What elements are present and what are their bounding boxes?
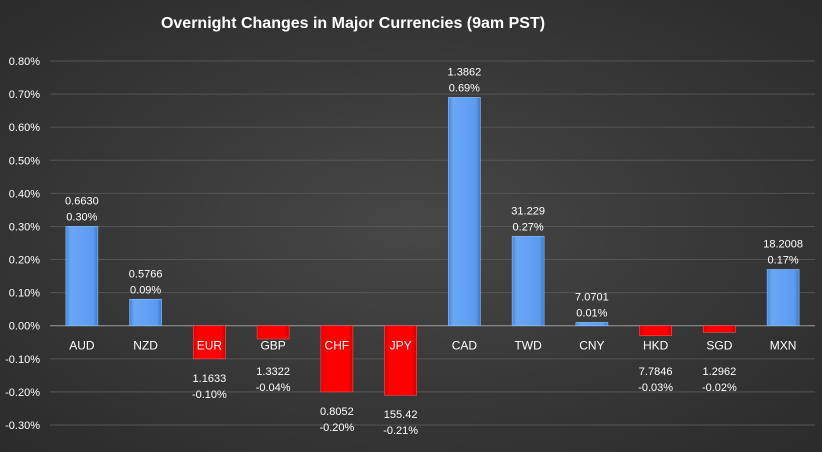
y-tick-label: -0.10% (5, 354, 40, 366)
chart-title: Overnight Changes in Major Currencies (9… (161, 15, 545, 32)
bar-nzd (129, 298, 162, 327)
rate-label: 0.5766 (129, 268, 163, 280)
bar-twd (511, 236, 545, 327)
bar-gbp (256, 325, 290, 340)
pct-label: 0.27% (513, 221, 544, 233)
pct-label: 0.17% (768, 254, 799, 266)
x-tick-label: CAD (452, 339, 478, 353)
y-tick-label: 0.10% (9, 288, 40, 300)
x-tick-label: MXN (770, 339, 797, 353)
pct-label: 0.01% (576, 307, 607, 319)
bar-sgd (703, 325, 736, 333)
y-tick-label: -0.30% (5, 420, 40, 432)
bar-eur (193, 325, 226, 360)
bar-cny (575, 322, 609, 327)
bar-mxn (766, 269, 800, 327)
rate-label: 155.42 (384, 409, 418, 421)
x-tick-label: SGD (706, 339, 732, 353)
pct-label: -0.20% (319, 422, 354, 434)
rate-label: 7.0701 (575, 291, 609, 303)
bar-cad (448, 97, 481, 327)
rate-label: 0.8052 (320, 406, 354, 418)
pct-label: -0.21% (383, 425, 418, 437)
pct-label: -0.04% (256, 382, 291, 394)
y-tick-label: 0.50% (9, 155, 40, 167)
y-tick-label: 0.40% (9, 188, 40, 200)
y-tick-label: 0.80% (9, 56, 40, 68)
x-tick-label: CHF (325, 339, 350, 353)
x-tick-label: JPY (390, 339, 412, 353)
x-tick-label: AUD (69, 339, 95, 353)
x-tick-label: EUR (197, 339, 223, 353)
y-tick-label: -0.20% (5, 387, 40, 399)
rate-label: 1.1633 (193, 373, 227, 385)
pct-label: 0.30% (66, 211, 97, 223)
bar-jpy (384, 325, 417, 396)
bar-aud (65, 226, 99, 327)
pct-label: -0.10% (192, 389, 227, 401)
x-tick-label: TWD (514, 339, 542, 353)
y-tick-label: 0.20% (9, 255, 40, 267)
x-tick-label: GBP (260, 339, 285, 353)
pct-label: 0.69% (449, 82, 480, 94)
x-tick-label: HKD (643, 339, 669, 353)
rate-label: 18.2008 (763, 238, 803, 250)
x-tick-label: CNY (579, 339, 604, 353)
rate-label: 1.3322 (256, 366, 290, 378)
y-tick-label: 0.30% (9, 221, 40, 233)
bar-chf (320, 325, 354, 393)
rate-label: 7.7846 (639, 366, 673, 378)
y-tick-label: 0.60% (9, 122, 40, 134)
rate-label: 1.3862 (448, 66, 482, 78)
pct-label: -0.03% (638, 382, 673, 394)
x-tick-label: NZD (133, 339, 158, 353)
pct-label: 0.09% (130, 284, 161, 296)
rate-label: 1.2962 (703, 366, 737, 378)
rate-label: 31.229 (511, 205, 545, 217)
y-tick-label: 0.70% (9, 89, 40, 101)
bar-hkd (639, 325, 672, 336)
y-tick-label: 0.00% (9, 321, 40, 333)
pct-label: -0.02% (702, 382, 737, 394)
rate-label: 0.6630 (65, 195, 99, 207)
